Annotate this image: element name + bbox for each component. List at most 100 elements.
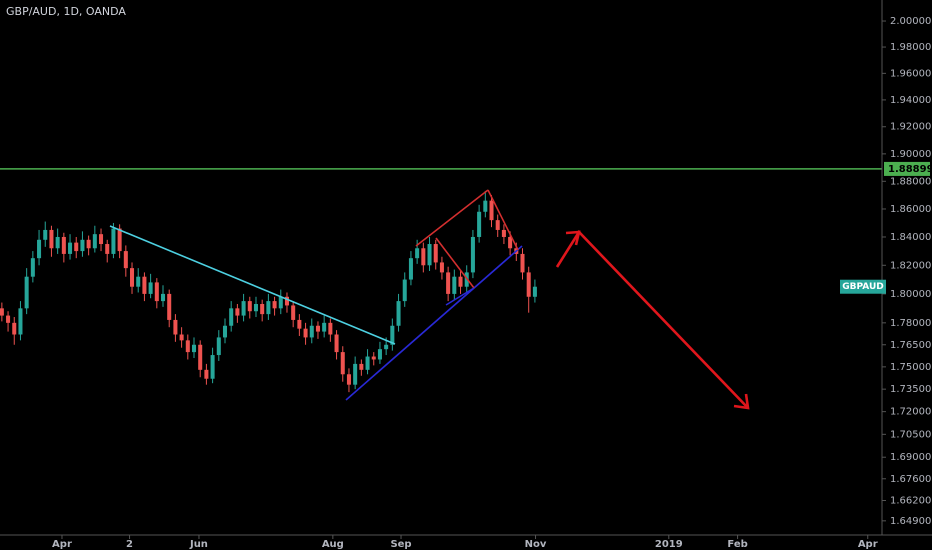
candle-body (99, 234, 104, 245)
y-tick-label: 1.86000 (890, 204, 931, 215)
candle-body (6, 315, 11, 323)
y-tick-label: 1.73500 (890, 384, 931, 395)
candle-body (235, 308, 240, 316)
y-tick-label: 1.76500 (890, 340, 931, 351)
candle-body (439, 262, 444, 273)
candle-body (74, 242, 79, 252)
candle-body (130, 268, 135, 287)
x-tick-label: Apr (858, 539, 878, 550)
candle-body (123, 251, 128, 269)
y-tick-label: 2.00000 (890, 16, 931, 27)
candle-body (204, 369, 209, 379)
candle-body (284, 296, 289, 306)
candle-body (191, 344, 197, 353)
candle-body (433, 244, 438, 263)
candle-body (415, 248, 420, 259)
candle-body (377, 349, 382, 360)
x-tick-label: Sep (390, 539, 411, 550)
plot-area (0, 168, 882, 393)
candle-body (49, 229, 54, 249)
candle-body (117, 228, 122, 252)
candle-body (402, 279, 407, 302)
candle-body (167, 293, 172, 320)
candle-body (322, 322, 327, 332)
candle-body (458, 276, 463, 287)
channel-line (415, 189, 489, 247)
candle-body (303, 328, 308, 338)
channel-line (435, 237, 475, 289)
y-tick-label: 1.67600 (890, 474, 931, 485)
y-tick-label: 1.96000 (890, 68, 931, 79)
candle-body (532, 286, 537, 297)
candle-body (24, 276, 29, 309)
candle-body (18, 308, 23, 335)
y-tick-label: 1.64900 (890, 516, 931, 527)
candle-body (111, 228, 116, 254)
candle-body (297, 319, 302, 329)
candle-body (334, 334, 339, 353)
candle-body (92, 234, 97, 249)
trendline (109, 225, 396, 345)
candle-body (365, 356, 370, 370)
candle-body (222, 325, 228, 338)
candle-body (229, 308, 234, 326)
channel-line (487, 189, 519, 251)
x-tick-label: 2019 (655, 539, 683, 550)
candle-body (452, 276, 457, 294)
candle-body (216, 337, 221, 356)
x-tick-label: Apr (52, 539, 72, 550)
y-tick-label: 1.66200 (890, 495, 931, 506)
candle-body (160, 293, 166, 302)
candle-body (266, 301, 271, 315)
candle-body (470, 236, 475, 273)
candle-body (43, 229, 48, 240)
y-tick-label: 1.88000 (890, 176, 931, 187)
candle-body (272, 301, 277, 309)
y-tick-label: 1.70500 (890, 429, 931, 440)
candle-body (179, 334, 184, 341)
channel-line (445, 287, 475, 306)
candle-body (526, 272, 531, 297)
candle-body (359, 363, 364, 370)
candle-body (309, 325, 314, 338)
candle-body (390, 325, 395, 345)
candle-body (0, 308, 4, 316)
candle-body (396, 301, 401, 326)
candle-body (384, 344, 389, 350)
candle-body (328, 322, 333, 335)
y-tick-label: 1.72000 (890, 407, 931, 418)
level-label-box (884, 161, 930, 176)
candle-body (501, 229, 506, 237)
y-tick-label: 1.92000 (890, 122, 931, 133)
candle-body (37, 239, 42, 259)
candle-body (315, 325, 320, 332)
y-tick-label: 1.69000 (890, 452, 931, 463)
candle-body (421, 248, 426, 266)
candle-body (12, 322, 17, 335)
candle-body (408, 258, 413, 280)
candle-body (346, 374, 351, 385)
candle-body (520, 253, 525, 273)
y-tick-label: 1.82000 (890, 260, 931, 271)
candle-body (427, 244, 432, 266)
candle-body (154, 282, 159, 302)
candle-body (30, 258, 35, 277)
candle-body (198, 344, 203, 370)
y-tick-label: 1.84000 (890, 232, 931, 243)
candle-body (353, 363, 358, 385)
candle-body (483, 200, 488, 212)
x-tick-label: Jun (189, 539, 208, 550)
x-tick-label: Feb (727, 539, 747, 550)
x-tick-label: Aug (322, 539, 344, 550)
candle-body (148, 282, 153, 294)
last-price-box (840, 279, 886, 294)
candle-body (253, 303, 258, 312)
candle-body (371, 356, 376, 360)
candle-body (446, 272, 451, 294)
last-price-label: GBPAUD (842, 282, 883, 292)
candle-body (80, 239, 85, 252)
candle-body (173, 319, 178, 335)
candle-body (278, 296, 283, 309)
y-tick-label: 1.94000 (890, 95, 931, 106)
